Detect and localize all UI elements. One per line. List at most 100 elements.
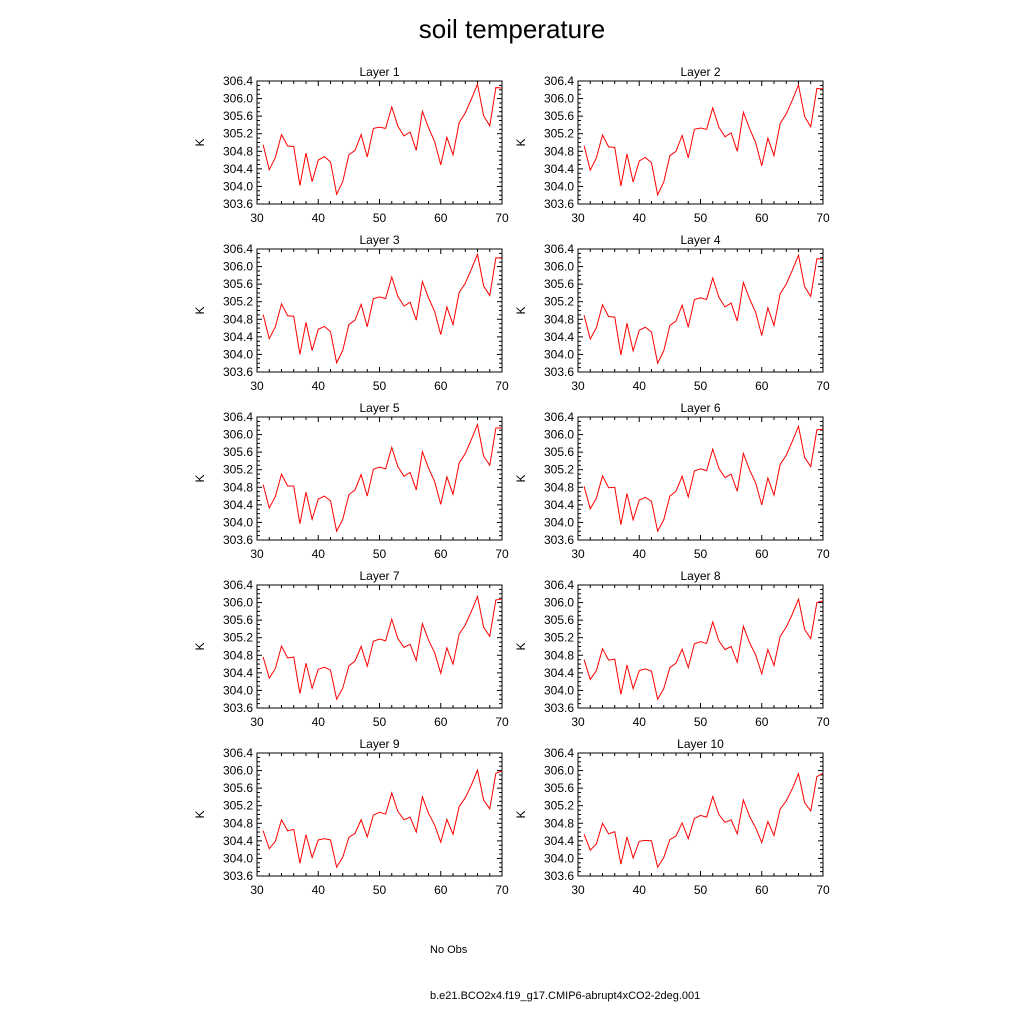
y-tick-label: 305.6 bbox=[544, 445, 574, 459]
panel-layer-10: Layer 10 K 303.6 304.0 304.4 304.8 305.2 305.6 3… bbox=[514, 737, 830, 897]
y-axis-label: K bbox=[514, 642, 528, 650]
y-tick-label: 304.0 bbox=[544, 179, 574, 193]
y-tick-label: 306.4 bbox=[544, 410, 574, 424]
y-tick-label: 306.4 bbox=[223, 410, 253, 424]
y-tick-label: 306.0 bbox=[223, 260, 253, 274]
x-tick-label: 60 bbox=[434, 715, 448, 729]
y-tick-label: 306.4 bbox=[223, 74, 253, 88]
panel-layer-9: Layer 9 K 303.6 304.0 304.4 304.8 305.2 305.6 30… bbox=[193, 737, 509, 897]
y-tick-label: 305.6 bbox=[544, 109, 574, 123]
y-tick-label: 304.8 bbox=[544, 144, 574, 158]
panel-title: Layer 10 bbox=[677, 737, 724, 751]
x-tick-label: 50 bbox=[373, 379, 387, 393]
x-tick-label: 50 bbox=[373, 211, 387, 225]
x-tick-label: 30 bbox=[571, 883, 585, 897]
x-tick-label: 60 bbox=[755, 883, 769, 897]
x-tick-label: 40 bbox=[312, 547, 326, 561]
y-tick-label: 305.6 bbox=[223, 445, 253, 459]
x-tick-label: 50 bbox=[373, 883, 387, 897]
legend-item-no-obs: No Obs bbox=[312, 942, 467, 958]
x-tick-label: 50 bbox=[694, 715, 708, 729]
y-tick-label: 305.6 bbox=[223, 781, 253, 795]
y-tick-label: 306.0 bbox=[544, 260, 574, 274]
panel-title: Layer 2 bbox=[680, 65, 720, 79]
x-tick-label: 40 bbox=[312, 715, 326, 729]
series-line bbox=[583, 83, 824, 197]
series-line bbox=[583, 424, 824, 533]
y-axis-label: K bbox=[193, 810, 207, 818]
x-tick-label: 70 bbox=[495, 211, 509, 225]
y-tick-label: 305.6 bbox=[544, 613, 574, 627]
x-tick-label: 60 bbox=[434, 379, 448, 393]
y-tick-label: 304.0 bbox=[223, 683, 253, 697]
panel-title: Layer 6 bbox=[680, 401, 720, 415]
y-tick-label: 306.0 bbox=[223, 428, 253, 442]
y-tick-label: 304.0 bbox=[544, 347, 574, 361]
y-tick-label: 304.4 bbox=[544, 834, 574, 848]
y-tick-label: 303.6 bbox=[544, 869, 574, 883]
legend-item-model-run: b.e21.BCO2x4.f19_g17.CMIP6-abrupt4xCO2-2… bbox=[312, 988, 700, 1004]
series-line bbox=[262, 82, 503, 196]
y-tick-label: 303.6 bbox=[544, 701, 574, 715]
y-tick-label: 303.6 bbox=[223, 869, 253, 883]
y-axis-label: K bbox=[514, 138, 528, 146]
y-tick-label: 305.2 bbox=[544, 799, 574, 813]
x-tick-label: 40 bbox=[633, 883, 647, 897]
x-tick-label: 30 bbox=[250, 547, 264, 561]
y-tick-label: 303.6 bbox=[223, 701, 253, 715]
y-tick-label: 304.4 bbox=[223, 834, 253, 848]
y-tick-label: 304.0 bbox=[223, 515, 253, 529]
x-tick-label: 30 bbox=[571, 211, 585, 225]
x-tick-label: 30 bbox=[250, 211, 264, 225]
y-tick-label: 303.6 bbox=[223, 533, 253, 547]
y-tick-label: 303.6 bbox=[544, 533, 574, 547]
panel-title: Layer 5 bbox=[359, 401, 399, 415]
x-tick-label: 70 bbox=[495, 715, 509, 729]
y-tick-label: 306.4 bbox=[544, 74, 574, 88]
y-tick-label: 304.8 bbox=[223, 648, 253, 662]
panel-layer-1: Layer 1 K 303.6 304.0 304.4 304.8 305.2 305.6 30… bbox=[193, 65, 509, 225]
y-tick-label: 305.2 bbox=[223, 127, 253, 141]
y-tick-label: 303.6 bbox=[544, 365, 574, 379]
panel-layer-8: Layer 8 K 303.6 304.0 304.4 304.8 305.2 305.6 30… bbox=[514, 569, 830, 729]
x-tick-label: 70 bbox=[495, 547, 509, 561]
x-tick-label: 40 bbox=[633, 211, 647, 225]
y-tick-label: 304.4 bbox=[544, 666, 574, 680]
x-tick-label: 30 bbox=[250, 883, 264, 897]
y-tick-label: 306.0 bbox=[223, 92, 253, 106]
plot-frame bbox=[256, 584, 503, 709]
x-tick-label: 40 bbox=[312, 379, 326, 393]
x-tick-label: 40 bbox=[312, 211, 326, 225]
y-tick-label: 305.2 bbox=[223, 631, 253, 645]
panel-title: Layer 3 bbox=[359, 233, 399, 247]
panel-title: Layer 9 bbox=[359, 737, 399, 751]
y-tick-label: 305.2 bbox=[544, 463, 574, 477]
y-tick-label: 304.8 bbox=[544, 816, 574, 830]
panel-title: Layer 1 bbox=[359, 65, 399, 79]
x-tick-label: 50 bbox=[694, 883, 708, 897]
y-tick-label: 306.0 bbox=[544, 428, 574, 442]
y-tick-label: 306.0 bbox=[544, 596, 574, 610]
x-tick-label: 50 bbox=[694, 547, 708, 561]
y-tick-label: 306.0 bbox=[223, 596, 253, 610]
y-tick-label: 304.4 bbox=[544, 162, 574, 176]
y-tick-label: 304.8 bbox=[223, 312, 253, 326]
y-tick-label: 304.0 bbox=[544, 515, 574, 529]
y-tick-label: 305.2 bbox=[544, 127, 574, 141]
y-tick-label: 304.4 bbox=[544, 498, 574, 512]
y-axis-label: K bbox=[193, 474, 207, 482]
x-tick-label: 40 bbox=[312, 883, 326, 897]
plot-frame bbox=[256, 416, 503, 541]
x-tick-label: 60 bbox=[755, 379, 769, 393]
panel-title: Layer 8 bbox=[680, 569, 720, 583]
x-tick-label: 60 bbox=[755, 715, 769, 729]
x-tick-label: 70 bbox=[816, 715, 830, 729]
x-tick-label: 60 bbox=[434, 211, 448, 225]
y-tick-label: 306.4 bbox=[544, 242, 574, 256]
x-tick-label: 70 bbox=[816, 883, 830, 897]
y-tick-label: 304.8 bbox=[223, 144, 253, 158]
x-tick-label: 30 bbox=[250, 715, 264, 729]
x-tick-label: 50 bbox=[694, 211, 708, 225]
y-tick-label: 303.6 bbox=[223, 197, 253, 211]
